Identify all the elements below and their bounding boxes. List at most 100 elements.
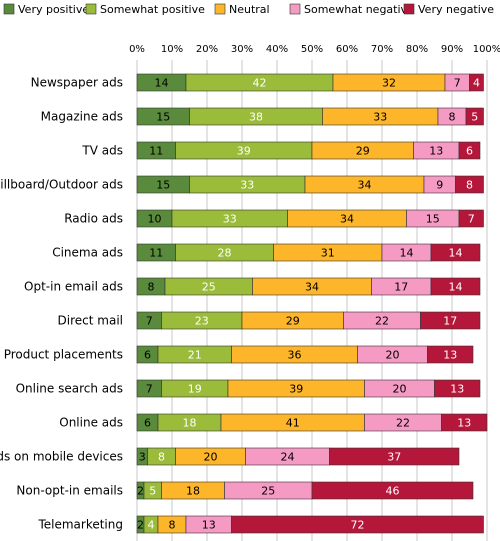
bar-value-label: 3	[139, 451, 146, 464]
bar-value-label: 8	[148, 281, 155, 294]
bar-segment	[465, 107, 484, 126]
bar-value-label: 33	[240, 179, 254, 192]
bar-value-label: 4	[473, 77, 480, 90]
legend-swatch	[403, 3, 415, 15]
bar-value-label: 5	[149, 485, 156, 498]
x-tick-label: 90%	[441, 44, 463, 55]
bar-value-label: 7	[146, 383, 153, 396]
x-tick-label: 60%	[336, 44, 358, 55]
category-label: Cinema ads	[52, 246, 123, 260]
category-label: Magazine ads	[41, 110, 123, 124]
legend-label: Very negative	[418, 3, 494, 16]
category-label: Ads on mobile devices	[0, 450, 123, 464]
category-label: Online ads	[59, 416, 123, 430]
bar-segment	[434, 379, 481, 398]
bar-value-label: 21	[188, 349, 202, 362]
bar-value-label: 13	[450, 383, 464, 396]
bar-value-label: 14	[449, 281, 463, 294]
bar-value-label: 37	[387, 451, 401, 464]
bar-value-label: 8	[449, 111, 456, 124]
bar-value-label: 5	[471, 111, 478, 124]
bar-value-label: 6	[144, 349, 151, 362]
bar-value-label: 39	[237, 145, 251, 158]
bar-value-label: 6	[144, 417, 151, 430]
x-tick-label: 50%	[301, 44, 323, 55]
category-label: Telemarketing	[37, 518, 123, 532]
legend-swatch	[3, 3, 15, 15]
bar-value-label: 17	[394, 281, 408, 294]
bar-value-label: 18	[183, 417, 197, 430]
bar-value-label: 15	[156, 111, 170, 124]
bar-value-label: 22	[396, 417, 410, 430]
bar-segment	[430, 243, 481, 262]
bar-value-label: 13	[429, 145, 443, 158]
bar-value-label: 41	[286, 417, 300, 430]
bar-value-label: 13	[443, 349, 457, 362]
x-tick-label: 40%	[266, 44, 288, 55]
x-tick-label: 70%	[371, 44, 393, 55]
bar-value-label: 7	[468, 213, 475, 226]
bar-value-label: 72	[351, 519, 365, 532]
x-tick-label: 10%	[161, 44, 183, 55]
legend-label: Somewhat negative	[304, 3, 414, 16]
category-label: Non-opt-in emails	[16, 484, 123, 498]
bar-value-label: 19	[188, 383, 202, 396]
x-tick-label: 0%	[129, 44, 145, 55]
bar-value-label: 36	[288, 349, 302, 362]
legend: Very positive Somewhat positive Neutral Som…	[3, 3, 494, 16]
bar-value-label: 8	[169, 519, 176, 532]
bar-segment	[231, 515, 484, 534]
bar-value-label: 14	[400, 247, 414, 260]
category-label: Opt-in email ads	[24, 280, 123, 294]
bar-value-label: 39	[289, 383, 303, 396]
bar-value-label: 13	[202, 519, 216, 532]
bar-value-label: 46	[386, 485, 400, 498]
x-tick-label: 20%	[196, 44, 218, 55]
bar-segment	[430, 277, 481, 296]
bar-value-label: 11	[149, 247, 163, 260]
bar-segment	[458, 141, 481, 160]
gridlines	[136, 60, 488, 541]
legend-swatch	[214, 3, 226, 15]
bar-value-label: 17	[443, 315, 457, 328]
bar-value-label: 7	[454, 77, 461, 90]
bar-value-label: 18	[186, 485, 200, 498]
bars: 14 42 32 7 415 38 33 8 511 39 29 13 615 33 34 9 810 33 34 1…	[136, 73, 488, 534]
legend-label: Somewhat positive	[100, 3, 205, 16]
category-label: Newspaper ads	[31, 76, 123, 90]
bar-value-label: 20	[386, 349, 400, 362]
bar-value-label: 32	[382, 77, 396, 90]
bar-value-label: 11	[149, 145, 163, 158]
bar-value-label: 28	[218, 247, 232, 260]
bar-value-label: 29	[356, 145, 370, 158]
bar-value-label: 7	[146, 315, 153, 328]
bar-value-label: 15	[426, 213, 440, 226]
legend-label: Very positive	[18, 3, 89, 16]
bar-value-label: 2	[137, 485, 144, 498]
bar-value-label: 20	[393, 383, 407, 396]
bar-value-label: 13	[457, 417, 471, 430]
bar-value-label: 14	[449, 247, 463, 260]
bar-value-label: 22	[375, 315, 389, 328]
bar-value-label: 34	[358, 179, 372, 192]
bar-segment	[420, 311, 481, 330]
bar-segment	[311, 481, 474, 500]
category-label: Radio ads	[64, 212, 123, 226]
bar-value-label: 8	[466, 179, 473, 192]
x-tick-label: 30%	[231, 44, 253, 55]
bar-segment	[469, 73, 484, 92]
bar-value-label: 33	[373, 111, 387, 124]
bar-segment	[329, 447, 460, 466]
bar-value-label: 25	[261, 485, 275, 498]
legend-label: Neutral	[229, 3, 270, 16]
bar-value-label: 42	[253, 77, 267, 90]
bar-segment	[441, 413, 488, 432]
bar-value-label: 14	[155, 77, 169, 90]
x-axis-ticks: 0% 10% 20% 30% 40% 50% 60% 70% 80% 90% 100%	[129, 44, 500, 55]
bar-value-label: 38	[249, 111, 263, 124]
bar-value-label: 29	[286, 315, 300, 328]
bar-value-label: 2	[137, 519, 144, 532]
category-label: Billboard/Outdoor ads	[0, 178, 123, 192]
bar-value-label: 15	[156, 179, 170, 192]
